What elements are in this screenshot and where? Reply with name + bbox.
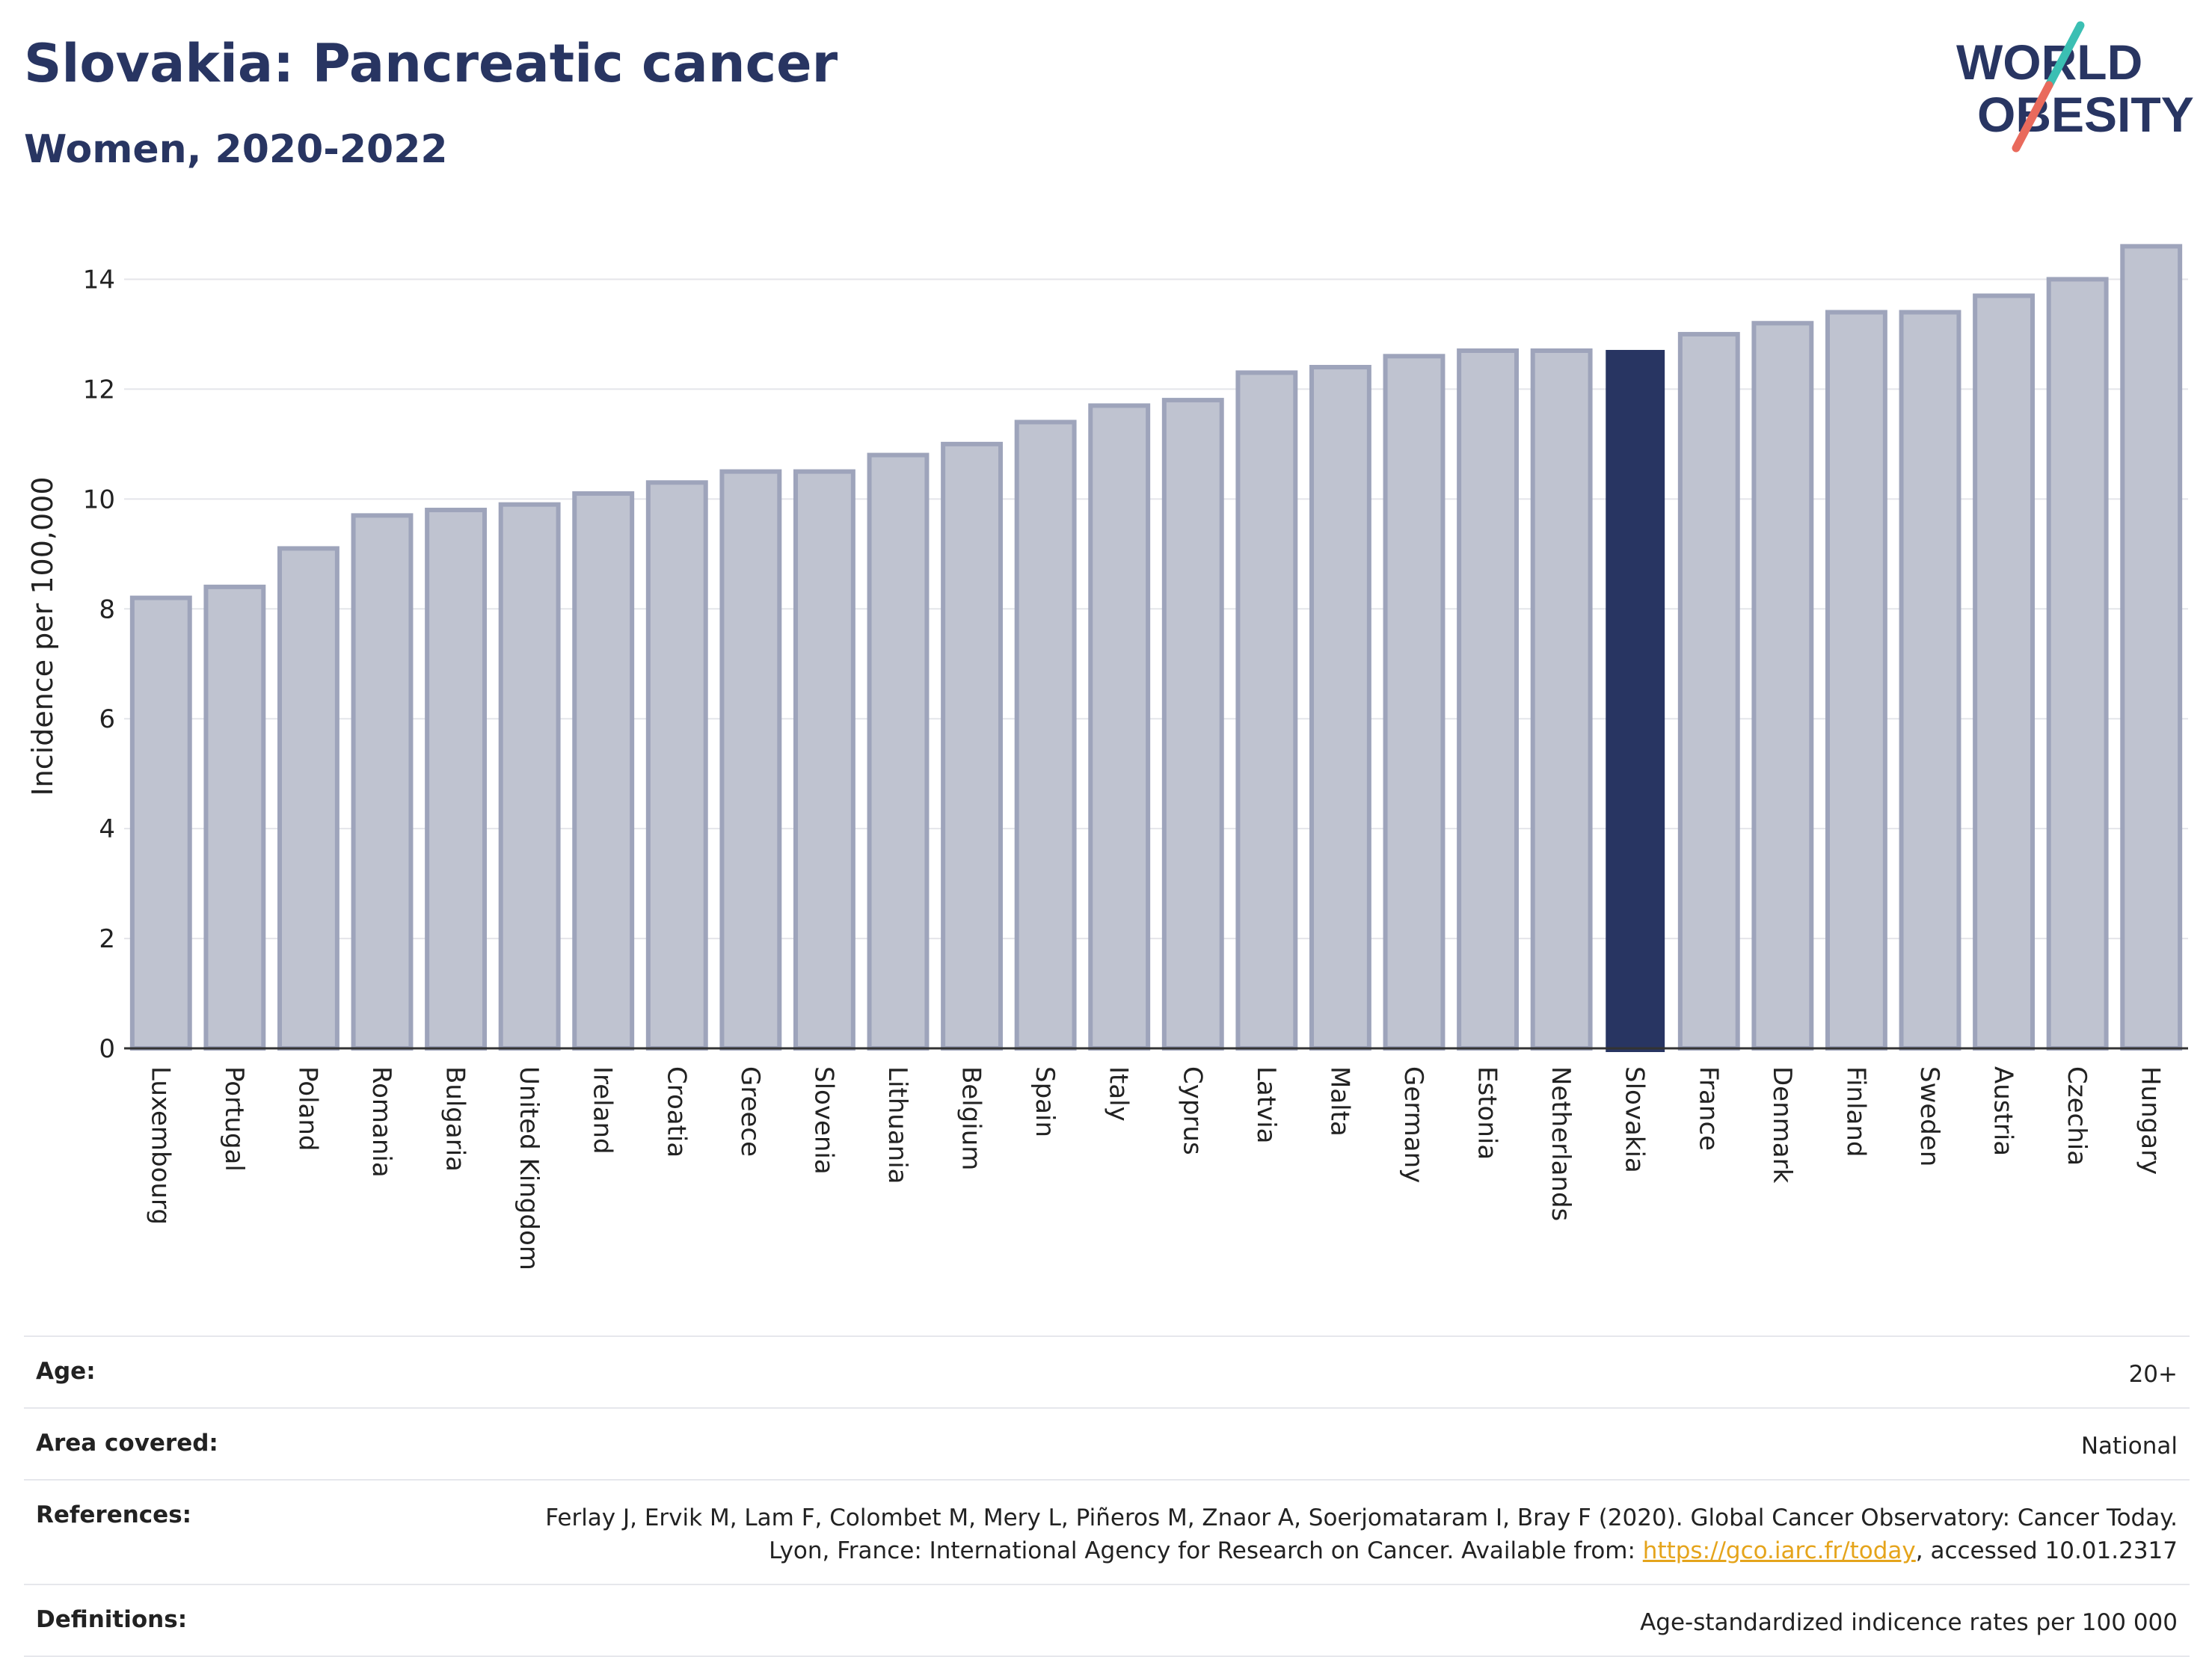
logo-line2: OBESITY bbox=[1977, 87, 2194, 142]
bar-czechia bbox=[2046, 277, 2109, 1051]
bar-austria bbox=[1973, 293, 2036, 1051]
x-tick-label: Finland bbox=[1840, 1066, 1870, 1158]
info-table: Age: 20+ Area covered: National Referenc… bbox=[24, 1335, 2190, 1657]
bar-hungary bbox=[2120, 244, 2183, 1051]
y-tick-label: 0 bbox=[99, 1034, 115, 1064]
bar-slovenia bbox=[793, 469, 855, 1051]
x-tick-label: Portugal bbox=[219, 1066, 249, 1172]
x-axis-ticks: Luxembourg Portugal Poland Romania Bulgaria U… bbox=[145, 1066, 2165, 1270]
x-tick-label: Spain bbox=[1030, 1066, 1060, 1137]
bar-france bbox=[1677, 331, 1740, 1051]
y-tick-label: 2 bbox=[99, 924, 115, 954]
age-label: Age: bbox=[36, 1358, 96, 1385]
bar-chart: 0 2 4 6 8 10 12 14 Luxembourg Portugal Poland Roma… bbox=[26, 244, 2188, 1270]
bar-netherlands bbox=[1530, 348, 1593, 1051]
info-row-references: References: Ferlay J, Ervik M, Lam F, Co… bbox=[24, 1479, 2190, 1584]
x-tick-label: Germany bbox=[1398, 1066, 1428, 1183]
bar-belgium bbox=[941, 441, 1004, 1051]
x-tick-label: Netherlands bbox=[1546, 1066, 1576, 1221]
x-tick-label: France bbox=[1693, 1066, 1723, 1151]
info-row-definitions: Definitions: Age-standardized indicence … bbox=[24, 1584, 2190, 1657]
x-tick-label: Greece bbox=[735, 1066, 765, 1157]
x-tick-label: Poland bbox=[292, 1066, 322, 1152]
y-tick-label: 10 bbox=[83, 485, 115, 514]
x-tick-label: Latvia bbox=[1251, 1066, 1281, 1144]
x-tick-label: Austria bbox=[1988, 1066, 2018, 1156]
bar-romania bbox=[351, 513, 414, 1051]
chart-subtitle: Women, 2020-2022 bbox=[24, 127, 448, 172]
x-tick-label: Slovenia bbox=[808, 1066, 838, 1175]
x-tick-label: Sweden bbox=[1914, 1066, 1944, 1166]
bar-germany bbox=[1383, 354, 1446, 1051]
y-tick-label: 4 bbox=[99, 814, 115, 844]
bar-lithuania bbox=[867, 452, 930, 1051]
x-tick-label: Estonia bbox=[1472, 1066, 1502, 1160]
x-tick-label: Hungary bbox=[2136, 1066, 2166, 1175]
x-tick-label: Lithuania bbox=[882, 1066, 912, 1184]
bar-cyprus bbox=[1161, 398, 1224, 1051]
references-text: Ferlay J, Ervik M, Lam F, Colombet M, Me… bbox=[545, 1504, 2178, 1564]
definitions-label: Definitions: bbox=[36, 1606, 188, 1633]
bars bbox=[129, 244, 2183, 1052]
x-tick-label: Cyprus bbox=[1177, 1066, 1207, 1155]
x-tick-label: Croatia bbox=[661, 1066, 691, 1158]
y-tick-label: 6 bbox=[99, 704, 115, 734]
bar-finland bbox=[1825, 310, 1887, 1051]
x-tick-label: Romania bbox=[366, 1066, 396, 1178]
bar-malta bbox=[1309, 365, 1371, 1051]
x-tick-label: Czechia bbox=[2062, 1066, 2092, 1166]
x-tick-label: Malta bbox=[1324, 1066, 1354, 1137]
bar-denmark bbox=[1751, 321, 1814, 1051]
x-tick-label: Denmark bbox=[1767, 1066, 1797, 1184]
x-tick-label: Belgium bbox=[956, 1066, 986, 1170]
chart-title: Slovakia: Pancreatic cancer bbox=[24, 33, 838, 94]
bar-latvia bbox=[1235, 370, 1298, 1051]
references-label: References: bbox=[36, 1501, 192, 1528]
y-axis-label: Incidence per 100,000 bbox=[26, 476, 59, 796]
y-axis-ticks: 0 2 4 6 8 10 12 14 bbox=[83, 265, 115, 1064]
info-row-age: Age: 20+ bbox=[24, 1335, 2190, 1407]
references-value: Ferlay J, Ervik M, Lam F, Colombet M, Me… bbox=[532, 1501, 2178, 1567]
bar-sweden bbox=[1899, 310, 1961, 1051]
area-value: National bbox=[2080, 1433, 2178, 1460]
x-tick-label: Italy bbox=[1104, 1066, 1134, 1122]
bar-portugal bbox=[203, 584, 266, 1051]
y-tick-label: 12 bbox=[83, 375, 115, 405]
bar-poland bbox=[277, 546, 340, 1051]
bar-united-kingdom bbox=[498, 502, 561, 1051]
x-tick-label: Bulgaria bbox=[440, 1066, 470, 1172]
logo-coral-slash bbox=[2012, 81, 2053, 153]
definitions-value: Age-standardized indicence rates per 100… bbox=[1640, 1609, 2178, 1636]
world-obesity-logo: WORLD OBESITY bbox=[1956, 21, 2194, 153]
references-text-end: , accessed 10.01.2317 bbox=[1915, 1537, 2178, 1564]
bar-luxembourg bbox=[129, 595, 192, 1051]
bar-croatia bbox=[645, 480, 708, 1051]
y-tick-label: 8 bbox=[99, 594, 115, 624]
x-tick-label: Slovakia bbox=[1620, 1066, 1650, 1173]
logo-teal-slash bbox=[2044, 21, 2085, 90]
references-link[interactable]: https://gco.iarc.fr/today bbox=[1642, 1537, 1916, 1564]
x-tick-label: Luxembourg bbox=[145, 1066, 175, 1225]
bar-slovakia bbox=[1606, 349, 1665, 1052]
area-label: Area covered: bbox=[36, 1430, 218, 1457]
info-row-area: Area covered: National bbox=[24, 1407, 2190, 1479]
bar-spain bbox=[1014, 419, 1077, 1051]
bar-bulgaria bbox=[425, 508, 488, 1051]
x-tick-label: Ireland bbox=[588, 1066, 618, 1155]
bar-greece bbox=[719, 469, 782, 1051]
bar-italy bbox=[1088, 403, 1151, 1051]
y-tick-label: 14 bbox=[83, 265, 115, 295]
bar-ireland bbox=[572, 491, 635, 1051]
x-tick-label: United Kingdom bbox=[514, 1066, 544, 1270]
age-value: 20+ bbox=[2128, 1361, 2178, 1388]
bar-estonia bbox=[1457, 348, 1520, 1051]
